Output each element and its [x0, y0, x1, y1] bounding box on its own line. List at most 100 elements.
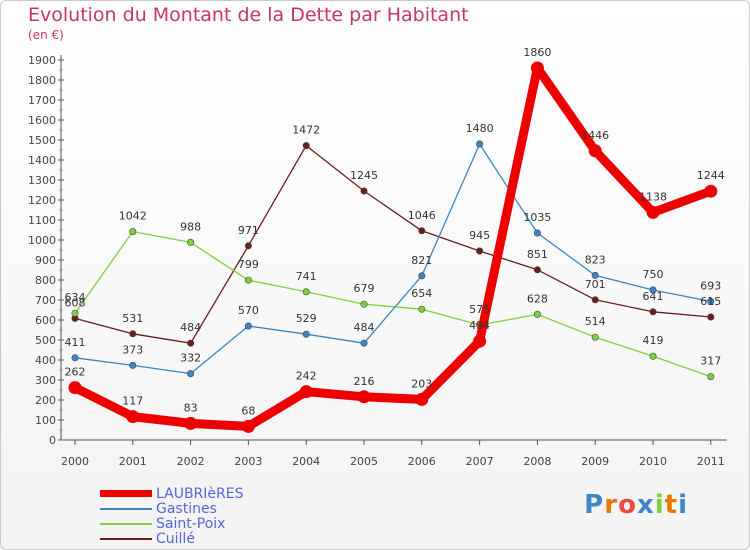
y-tick-label: 1100 [28, 214, 56, 227]
data-point [126, 410, 140, 424]
y-tick-label: 800 [35, 274, 56, 287]
data-label: 262 [65, 366, 86, 379]
data-point [302, 288, 310, 296]
data-label: 484 [180, 321, 201, 334]
legend-label: Saint-Poix [156, 515, 226, 532]
data-point [588, 144, 602, 158]
data-label: 1245 [350, 169, 378, 182]
data-point [244, 322, 252, 330]
data-label: 494 [469, 319, 490, 332]
data-point [418, 227, 426, 235]
data-label: 634 [65, 291, 86, 304]
data-point [244, 242, 252, 250]
series-line [74, 230, 712, 378]
data-point [476, 247, 484, 255]
data-label: 1480 [466, 122, 494, 135]
data-label: 1035 [523, 211, 551, 224]
data-point [187, 339, 195, 347]
data-point [530, 61, 544, 75]
data-point [360, 339, 368, 347]
data-point [707, 313, 715, 321]
y-tick-label: 600 [35, 314, 56, 327]
data-label: 799 [238, 258, 259, 271]
data-point [591, 296, 599, 304]
data-label: 68 [241, 404, 255, 417]
x-tick-label: 2000 [61, 455, 89, 468]
data-label: 693 [700, 279, 721, 292]
data-label: 971 [238, 224, 259, 237]
legend: LAUBRIèRES Gastines Saint-Poix Cuillé [100, 486, 243, 547]
x-tick-label: 2008 [523, 455, 551, 468]
chart-subtitle: (en €) [28, 28, 64, 42]
data-label: 1446 [581, 129, 609, 142]
data-point [533, 266, 541, 274]
y-tick-label: 300 [35, 374, 56, 387]
data-point [418, 305, 426, 313]
data-label: 484 [354, 321, 375, 334]
data-point [533, 229, 541, 237]
x-tick-label: 2006 [408, 455, 436, 468]
x-tick-label: 2003 [234, 455, 262, 468]
data-point [649, 352, 657, 360]
data-point [533, 310, 541, 318]
data-label: 575 [469, 303, 490, 316]
data-point [187, 370, 195, 378]
data-label: 823 [585, 253, 606, 266]
brand-letter: i [678, 490, 688, 520]
y-tick-label: 1600 [28, 114, 56, 127]
x-tick-label: 2005 [350, 455, 378, 468]
data-label: 83 [184, 401, 198, 414]
data-point [241, 419, 255, 433]
data-point [68, 381, 82, 395]
brand-letter: r [604, 490, 619, 520]
y-tick-label: 500 [35, 334, 56, 347]
data-label: 411 [65, 336, 86, 349]
data-point [71, 354, 79, 362]
data-label: 654 [411, 287, 432, 300]
data-label: 332 [180, 352, 201, 365]
series-line [74, 143, 712, 375]
data-label: 1244 [697, 169, 725, 182]
brand-letter: t [664, 490, 679, 520]
legend-swatch [100, 507, 152, 510]
legend-swatch [100, 490, 152, 497]
y-tick-label: 900 [35, 254, 56, 267]
data-label: 117 [122, 395, 143, 408]
y-tick-label: 1200 [28, 194, 56, 207]
y-tick-label: 1800 [28, 74, 56, 87]
y-tick-label: 0 [49, 434, 56, 447]
legend-label: Cuillé [156, 530, 195, 547]
data-point [360, 187, 368, 195]
brand-logo: Proxiti [584, 490, 688, 520]
legend-label: Gastines [156, 500, 217, 517]
data-label: 529 [296, 312, 317, 325]
data-label: 419 [643, 334, 664, 347]
y-tick-label: 100 [35, 414, 56, 427]
legend-item-cuille: Cuillé [100, 530, 243, 547]
data-point [129, 361, 137, 369]
data-point [357, 390, 371, 404]
x-tick-label: 2007 [466, 455, 494, 468]
data-point [187, 238, 195, 246]
x-tick-label: 2009 [581, 455, 609, 468]
data-point [71, 309, 79, 317]
x-tick-label: 2004 [292, 455, 320, 468]
y-tick-label: 1000 [28, 234, 56, 247]
y-tick-label: 1400 [28, 154, 56, 167]
y-tick-label: 700 [35, 294, 56, 307]
data-point [302, 330, 310, 338]
data-label: 514 [585, 315, 606, 328]
y-tick-label: 400 [35, 354, 56, 367]
series-line [70, 63, 716, 431]
data-point [591, 271, 599, 279]
legend-item-gastines: Gastines [100, 500, 243, 517]
data-label: 641 [643, 290, 664, 303]
data-label: 945 [469, 229, 490, 242]
data-point [476, 140, 484, 148]
data-point [646, 205, 660, 219]
x-tick-label: 2011 [697, 455, 725, 468]
data-point [707, 373, 715, 381]
data-point [299, 385, 313, 399]
data-label: 1472 [292, 124, 320, 137]
